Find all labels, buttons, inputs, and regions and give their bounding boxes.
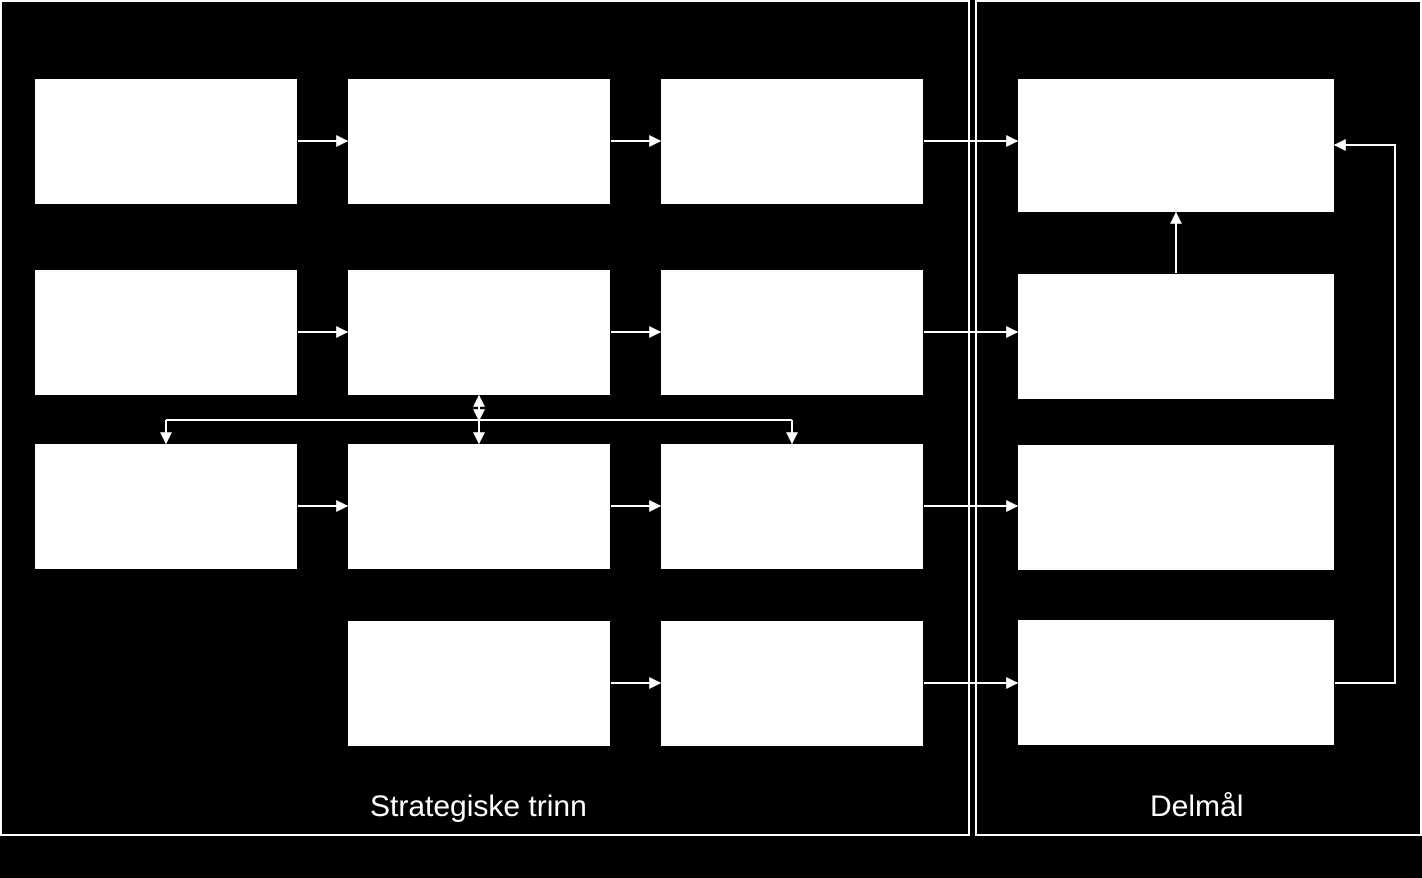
goal-3 (1017, 444, 1335, 571)
node-r4c3 (660, 620, 924, 747)
node-r3c3 (660, 443, 924, 570)
node-r4c2 (347, 620, 611, 747)
node-r2c3 (660, 269, 924, 396)
node-r1c3 (660, 78, 924, 205)
goal-2 (1017, 273, 1335, 400)
goal-4 (1017, 619, 1335, 746)
diagram-canvas: Strategiske trinn Delmål (0, 0, 1422, 878)
panel-label-left: Strategiske trinn (370, 790, 587, 824)
node-r1c2 (347, 78, 611, 205)
node-r2c2 (347, 269, 611, 396)
node-r3c2 (347, 443, 611, 570)
goal-1 (1017, 78, 1335, 213)
panel-label-right: Delmål (1150, 790, 1243, 824)
node-r1c1 (34, 78, 298, 205)
node-r3c1 (34, 443, 298, 570)
node-r2c1 (34, 269, 298, 396)
